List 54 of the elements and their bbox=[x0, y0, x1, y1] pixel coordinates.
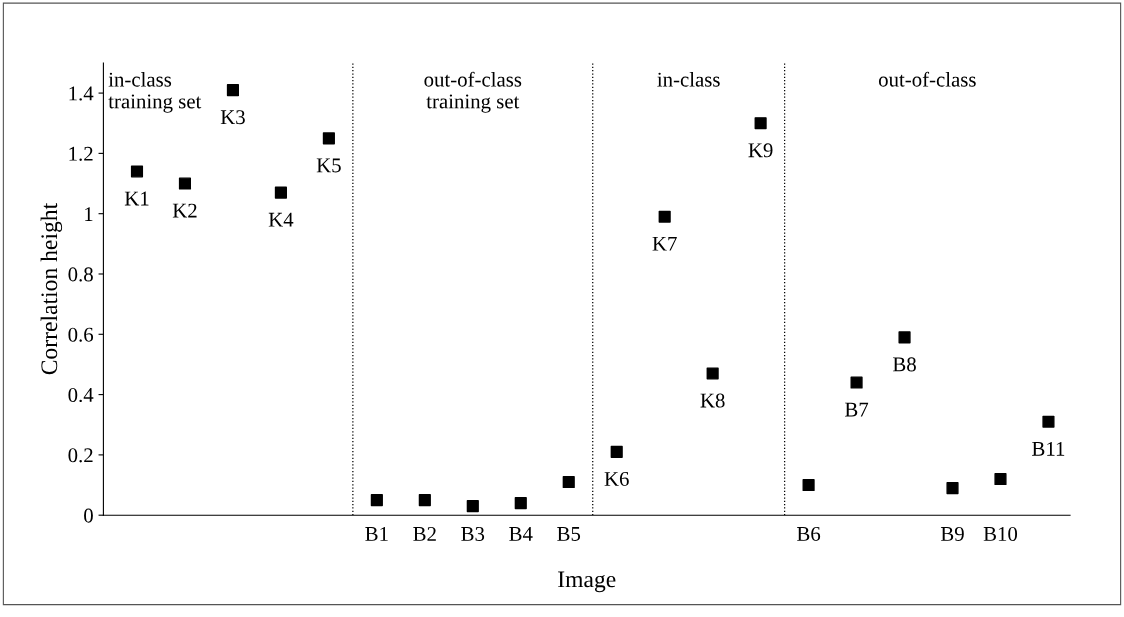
point bbox=[322, 132, 335, 145]
point bbox=[562, 475, 575, 489]
point bbox=[514, 497, 527, 510]
y-tick-label: 1.2 bbox=[69, 146, 93, 161]
x-tick-label: B8 bbox=[892, 357, 916, 372]
annotation: out-of-class bbox=[878, 71, 976, 87]
x-tick-label: B2 bbox=[413, 526, 436, 541]
annotation: in-class training set bbox=[108, 71, 202, 113]
x-axis-title: Image bbox=[558, 571, 616, 593]
x-tick-label: B7 bbox=[845, 402, 869, 417]
x-tick-label: B9 bbox=[940, 526, 964, 541]
annotation: out-of-class training set bbox=[424, 71, 522, 113]
point bbox=[802, 478, 815, 492]
point bbox=[370, 494, 383, 507]
x-tick-label: B11 bbox=[1032, 441, 1065, 456]
x-tick-label: K8 bbox=[700, 393, 725, 408]
x-tick-label: K4 bbox=[268, 212, 294, 227]
point bbox=[130, 165, 144, 178]
y-tick-label: 0.8 bbox=[68, 267, 93, 282]
point bbox=[850, 376, 863, 389]
x-tick-label: B5 bbox=[557, 527, 581, 541]
y-tick-label: 1 bbox=[85, 207, 93, 221]
x-tick-label: K2 bbox=[172, 203, 197, 218]
point bbox=[610, 445, 623, 458]
annotation: in-class bbox=[657, 71, 720, 87]
y-tick-label: 0.6 bbox=[68, 327, 94, 342]
x-tick-label: B1 bbox=[365, 527, 388, 541]
x-tick-label: K9 bbox=[748, 143, 773, 158]
x-tick-label: K6 bbox=[604, 471, 629, 486]
point bbox=[754, 117, 767, 130]
point bbox=[178, 177, 192, 190]
point bbox=[226, 83, 240, 97]
x-tick-label: B3 bbox=[461, 526, 485, 541]
x-tick-label: K3 bbox=[220, 110, 245, 125]
x-tick-label: B6 bbox=[797, 526, 821, 541]
point bbox=[1042, 415, 1055, 428]
y-tick-label: 0.4 bbox=[68, 387, 94, 403]
point bbox=[898, 331, 911, 344]
point bbox=[706, 367, 719, 380]
point bbox=[418, 494, 431, 507]
x-tick-label: B4 bbox=[509, 527, 533, 541]
y-axis-title: Correlation height bbox=[40, 202, 63, 375]
point bbox=[466, 500, 479, 513]
x-tick-label: K7 bbox=[652, 236, 677, 251]
point bbox=[658, 210, 671, 223]
x-tick-label: B10 bbox=[983, 526, 1018, 541]
point bbox=[946, 481, 959, 495]
point bbox=[994, 472, 1007, 486]
y-tick-label: 0.2 bbox=[68, 448, 93, 463]
x-tick-label: K5 bbox=[316, 158, 341, 173]
y-tick-label: 0 bbox=[84, 508, 93, 523]
y-tick-label: 1.4 bbox=[69, 86, 94, 101]
point bbox=[274, 186, 287, 199]
x-tick-label: K1 bbox=[124, 191, 149, 206]
